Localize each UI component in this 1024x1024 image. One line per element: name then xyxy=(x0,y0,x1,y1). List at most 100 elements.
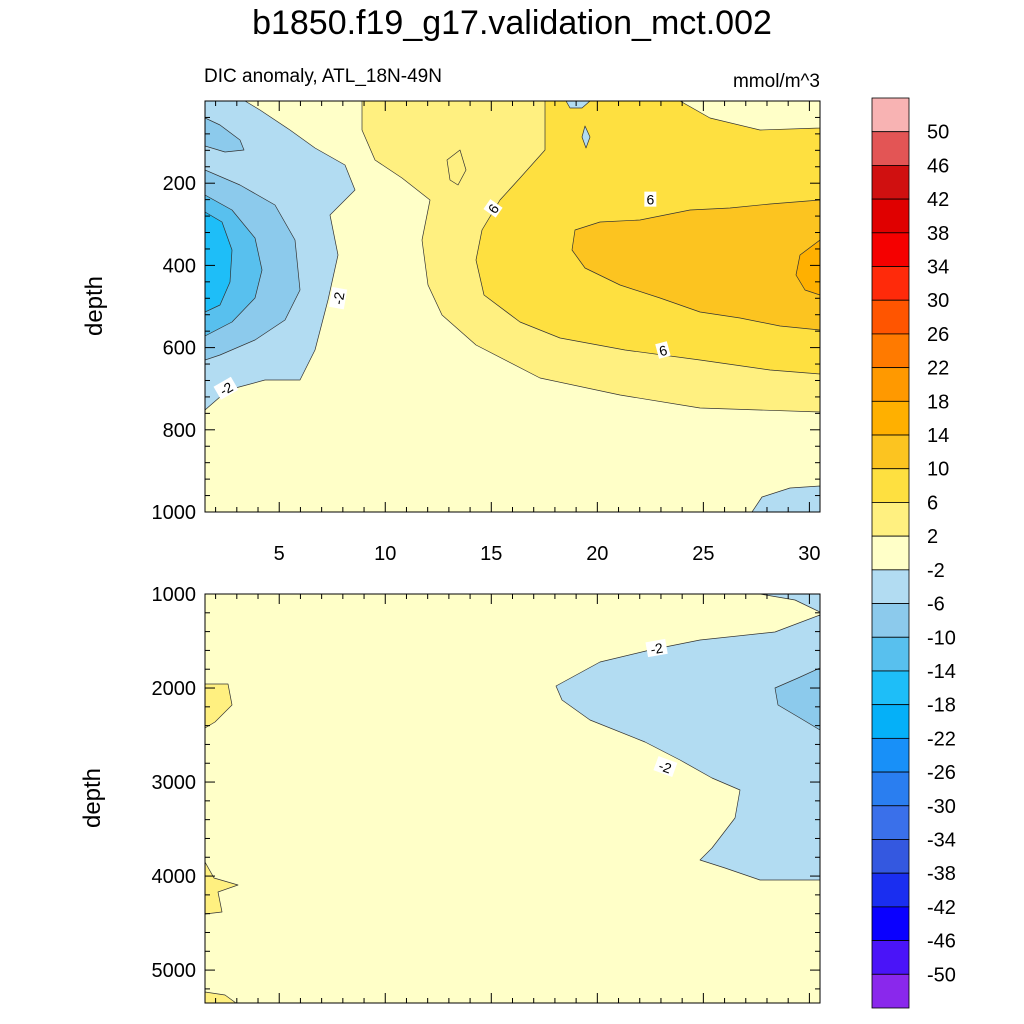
contour-label: -2 xyxy=(213,376,239,400)
upper-region-bottom-right xyxy=(751,485,820,512)
colorbar-label: 46 xyxy=(927,155,949,177)
contour-label-bg xyxy=(655,341,671,359)
colorbar-label: -18 xyxy=(927,695,956,717)
colorbar-label: -42 xyxy=(927,897,956,919)
colorbar-swatch xyxy=(871,131,910,166)
colorbar-swatch xyxy=(871,535,910,571)
upper-contour-labels: -2 -2 6 6 6 xyxy=(213,191,671,400)
contour-label-bg xyxy=(653,756,678,778)
colorbar-label: 18 xyxy=(927,391,949,413)
y-tick-label: 200 xyxy=(163,173,196,195)
x-tick-label: 20 xyxy=(586,543,608,565)
colorbar-label: 42 xyxy=(927,189,949,211)
lower-region-positive-corner xyxy=(205,991,237,1003)
contour-label-bg xyxy=(213,376,239,400)
chart-units: mmol/m^3 xyxy=(733,71,820,92)
contour-label-bg xyxy=(483,199,503,218)
y-tick-label: 5000 xyxy=(152,960,197,982)
x-tick-label: 30 xyxy=(798,543,820,565)
lower-region-positive-bottom xyxy=(205,861,239,915)
colorbar-swatch xyxy=(871,704,910,739)
contour-label-bg xyxy=(328,287,348,310)
colorbar-label: -46 xyxy=(927,931,956,953)
lower-y-axis: 1000 2000 3000 4000 5000 xyxy=(152,584,820,990)
colorbar-swatch xyxy=(871,299,910,335)
colorbar-label: 22 xyxy=(927,358,949,380)
colorbar-label: 10 xyxy=(927,459,949,481)
colorbar-swatch xyxy=(871,434,910,470)
colorbar-label: -34 xyxy=(927,829,956,851)
y-tick-label: 400 xyxy=(163,255,196,277)
lower-y-axis-title: depth xyxy=(79,768,106,828)
colorbar-label: 30 xyxy=(927,290,949,312)
y-tick-label: 600 xyxy=(163,338,196,360)
contour-label-text: 6 xyxy=(657,342,669,360)
colorbar-label: -38 xyxy=(927,863,956,885)
colorbar-swatch xyxy=(871,232,910,267)
colorbar-label: 34 xyxy=(927,257,949,279)
colorbar-swatch xyxy=(871,603,910,638)
colorbar-label: -26 xyxy=(927,762,956,784)
colorbar-swatch xyxy=(871,973,910,1009)
colorbar-swatch xyxy=(871,906,910,941)
lower-contour-labels: -2 -2 xyxy=(645,638,678,778)
y-tick-label: 4000 xyxy=(152,866,197,888)
upper-y-axis: 200 400 600 800 1000 xyxy=(152,100,820,524)
colorbar-swatch xyxy=(871,771,910,807)
contour-label-text: -2 xyxy=(330,291,348,306)
colorbar-swatch xyxy=(871,333,910,369)
colorbar-swatch xyxy=(871,569,910,604)
upper-region-pale-island xyxy=(446,149,467,186)
contour-label: 6 xyxy=(644,191,657,208)
upper-region-pale-top xyxy=(634,101,820,131)
lower-region-negative-10 xyxy=(774,667,820,731)
contour-label-text: -2 xyxy=(649,640,664,658)
colorbar-swatch xyxy=(871,670,910,706)
colorbar-swatch xyxy=(871,400,910,436)
chart-title: b1850.f19_g17.validation_mct.002 xyxy=(252,4,772,42)
colorbar-label: -10 xyxy=(927,627,956,649)
y-tick-label: 800 xyxy=(163,420,196,442)
contour-label: -2 xyxy=(328,287,348,310)
colorbar-swatch xyxy=(871,737,910,773)
colorbar-label: -30 xyxy=(927,796,956,818)
colorbar-label: -50 xyxy=(927,964,956,986)
y-tick-label: 1000 xyxy=(152,502,197,524)
upper-x-axis: 5 10 15 20 25 30 xyxy=(215,101,821,565)
y-tick-label: 1000 xyxy=(152,584,197,606)
colorbar-label: -22 xyxy=(927,728,956,750)
colorbar-label: 2 xyxy=(927,526,938,548)
upper-region-max xyxy=(795,239,820,296)
upper-region-negative-corner xyxy=(205,117,245,153)
lower-region-negative-top xyxy=(759,594,820,613)
upper-region-positive-high xyxy=(571,199,820,331)
lower-panel: 1000 2000 3000 4000 5000 -2 -2 depth xyxy=(79,584,821,1004)
upper-region-top-blip xyxy=(565,101,591,109)
colorbar-label: 6 xyxy=(927,492,938,514)
contour-label-bg xyxy=(645,638,668,658)
colorbar-label: 50 xyxy=(927,122,949,144)
contour-label: 6 xyxy=(655,341,671,360)
colorbar-swatch xyxy=(871,97,910,133)
colorbar: 50 46 42 38 34 30 26 22 18 14 10 6 2 -2 -6 -10 -14 -18 -22… xyxy=(871,97,956,1009)
upper-region-sliver xyxy=(581,125,591,149)
lower-region-positive-left xyxy=(205,683,233,729)
colorbar-swatch xyxy=(871,165,910,200)
colorbar-swatch xyxy=(871,468,910,503)
contour-label-text: 6 xyxy=(646,192,654,208)
colorbar-swatch xyxy=(871,805,910,840)
upper-region-negative-18 xyxy=(205,211,233,313)
colorbar-label: -6 xyxy=(927,594,945,616)
x-tick-label: 15 xyxy=(480,543,502,565)
colorbar-swatch xyxy=(871,636,910,672)
colorbar-label: 14 xyxy=(927,425,949,447)
chart-subtitle-left: DIC anomaly, ATL_18N-49N xyxy=(204,66,442,87)
colorbar-swatch xyxy=(871,266,910,301)
colorbar-swatch xyxy=(871,367,910,402)
x-tick-label: 10 xyxy=(374,543,396,565)
lower-region-negative-weak xyxy=(555,614,820,881)
contour-label: -2 xyxy=(653,756,678,778)
y-tick-label: 3000 xyxy=(152,772,197,794)
y-tick-label: 2000 xyxy=(152,678,197,700)
